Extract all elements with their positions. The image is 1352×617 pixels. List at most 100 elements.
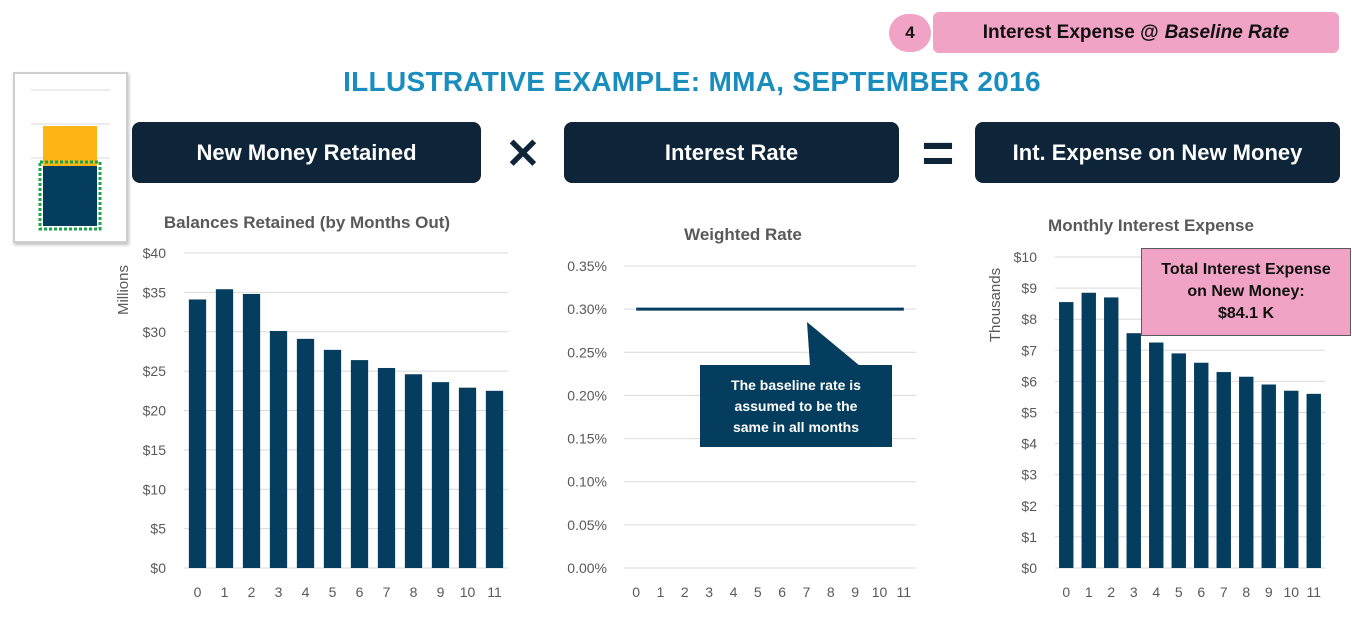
rate-note-callout: The baseline rate is assumed to be the s… [700, 322, 892, 447]
x-tick-label: 3 [275, 584, 283, 600]
x-tick-label: 2 [681, 584, 689, 600]
x-tick-label: 2 [1107, 584, 1115, 600]
bar [296, 338, 315, 568]
y-tick-label: $5 [150, 521, 166, 537]
rate-note-line: assumed to be the [735, 398, 858, 414]
thumb-highlight-box [38, 160, 102, 231]
y-tick-label: $1 [1021, 529, 1037, 545]
y-axis-label: Millions [115, 265, 132, 315]
bar [1081, 292, 1096, 568]
balances-retained-chart: $0 $5 $10 $15 $20 $25 $30 $35 $40 Balances Retain… [115, 213, 508, 600]
x-tick-label: 8 [1242, 584, 1250, 600]
y-tick-label: $40 [143, 245, 167, 261]
x-tick-label: 4 [730, 584, 738, 600]
bar [1059, 302, 1074, 568]
x-tick-label: 6 [1197, 584, 1205, 600]
x-tick-label: 3 [1130, 584, 1138, 600]
y-tick-label: $20 [143, 403, 167, 419]
bar [1216, 372, 1231, 568]
equals-icon: = [921, 120, 955, 184]
y-tick-label: $2 [1021, 498, 1037, 514]
rate-note-line: same in all months [733, 419, 859, 435]
x-tick-label: 5 [329, 584, 337, 600]
bar [350, 360, 369, 568]
y-tick-label: $35 [143, 284, 167, 300]
x-tick-label: 9 [851, 584, 859, 600]
step-number-badge: 4 [889, 14, 931, 52]
rate-note-box [700, 365, 892, 447]
x-tick-label: 9 [1265, 584, 1273, 600]
y-tick-label: 0.35% [567, 258, 607, 274]
y-tick-label: $3 [1021, 467, 1037, 483]
bar [404, 374, 423, 568]
y-tick-label: $10 [1014, 249, 1038, 265]
total-callout-line: Total Interest Expense [1161, 261, 1331, 278]
header-new-money-retained: New Money Retained [132, 122, 481, 183]
bar [1104, 297, 1119, 568]
bar [485, 390, 504, 568]
y-tick-label: $25 [143, 363, 167, 379]
total-callout-line: on New Money: [1187, 283, 1305, 300]
bar [188, 299, 207, 568]
y-tick-label: $15 [143, 442, 167, 458]
x-tick-label: 10 [872, 584, 888, 600]
x-tick-label: 4 [302, 584, 310, 600]
x-tick-label: 0 [194, 584, 202, 600]
rate-note-pointer [807, 322, 860, 366]
x-tick-label: 1 [1085, 584, 1093, 600]
x-tick-label: 11 [1306, 584, 1321, 600]
bar [1239, 376, 1254, 568]
y-tick-label: $6 [1021, 373, 1037, 389]
total-interest-callout: Total Interest Expense on New Money: $84… [1141, 248, 1351, 336]
bar [1194, 362, 1209, 568]
x-tick-label: 6 [356, 584, 364, 600]
bar [1306, 393, 1321, 568]
y-tick-label: $4 [1021, 436, 1037, 452]
multiply-icon: ✕ [505, 129, 541, 177]
x-tick-label: 8 [410, 584, 418, 600]
bar [1149, 342, 1164, 568]
y-tick-label: $7 [1021, 342, 1037, 358]
bar [215, 289, 234, 568]
header-int-expense: Int. Expense on New Money [975, 122, 1340, 183]
x-tick-label: 5 [754, 584, 762, 600]
x-tick-label: 9 [437, 584, 445, 600]
y-tick-label: 0.20% [567, 387, 607, 403]
bar [1171, 353, 1186, 568]
x-tick-label: 10 [1283, 584, 1299, 600]
bar [269, 330, 288, 568]
x-tick-label: 7 [383, 584, 391, 600]
x-tick-label: 0 [632, 584, 640, 600]
y-tick-label: $30 [143, 324, 167, 340]
bar [458, 387, 477, 568]
chart-title: Monthly Interest Expense [1048, 216, 1254, 235]
x-tick-label: 8 [827, 584, 835, 600]
step-label: Interest Expense @ Baseline Rate [933, 12, 1339, 53]
bar [1126, 333, 1141, 568]
weighted-rate-chart: 0.00% 0.05% 0.10% 0.15% 0.20% 0.25% 0.30% 0.35%… [567, 225, 916, 600]
x-tick-label: 3 [705, 584, 713, 600]
y-tick-label: 0.05% [567, 517, 607, 533]
bar [377, 367, 396, 568]
y-tick-label: 0.15% [567, 431, 607, 447]
x-tick-label: 10 [460, 584, 476, 600]
x-tick-label: 7 [1220, 584, 1228, 600]
chart-title: Balances Retained (by Months Out) [164, 213, 450, 232]
total-callout-value: $84.1 K [1217, 305, 1275, 322]
y-tick-label: 0.30% [567, 301, 607, 317]
bar [323, 349, 342, 568]
x-tick-label: 11 [897, 584, 912, 600]
y-tick-label: 0.00% [567, 560, 607, 576]
thumb-navy-segment [43, 166, 97, 226]
x-tick-label: 0 [1062, 584, 1070, 600]
y-tick-label: 0.10% [567, 474, 607, 490]
x-tick-label: 11 [487, 584, 502, 600]
page-title: ILLUSTRATIVE EXAMPLE: MMA, SEPTEMBER 201… [343, 66, 1041, 97]
thumb-gold-segment [43, 126, 97, 166]
y-tick-label: $10 [143, 481, 167, 497]
monthly-interest-expense-chart: $0 $1 $2 $3 $4 $5 $6 $7 $8 $9 $10 Monthly Interest … [987, 216, 1325, 600]
y-tick-label: 0.25% [567, 344, 607, 360]
y-tick-label: $9 [1021, 280, 1037, 296]
x-tick-label: 1 [221, 584, 229, 600]
